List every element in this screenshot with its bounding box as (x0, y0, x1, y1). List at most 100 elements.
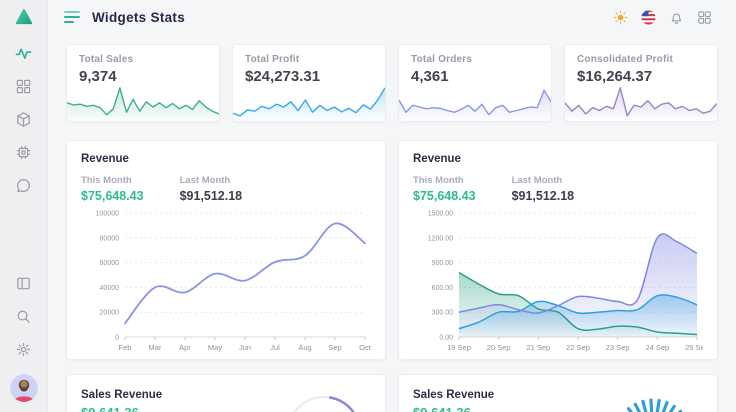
menu-toggle-button[interactable] (64, 11, 80, 23)
revenue-card-daily: Revenue This Month $75,648.43 Last Month… (398, 140, 718, 360)
stats-row: Total Sales 9,374 Total Profit $24,273.3… (66, 44, 718, 122)
package-cube-icon (17, 111, 30, 127)
sun-icon (613, 10, 627, 24)
stat-label: Total Orders (411, 54, 473, 65)
stat-value: $24,273.31 (245, 68, 321, 85)
svg-text:900.00: 900.00 (432, 260, 454, 267)
svg-text:100000: 100000 (96, 211, 119, 218)
this-month-value: $75,648.43 (413, 189, 476, 203)
consolidated-profit-sparkline (565, 83, 717, 121)
apps-grid-icon (697, 10, 711, 24)
svg-text:Mar: Mar (149, 343, 162, 352)
stat-value: 9,374 (79, 68, 117, 85)
svg-text:300.00: 300.00 (432, 310, 454, 317)
svg-text:25 Sep: 25 Sep (685, 343, 703, 352)
svg-text:21 Sep: 21 Sep (526, 343, 550, 352)
stat-label: Total Profit (245, 54, 300, 65)
sales-revenue-value: $9,641.36 (81, 405, 371, 412)
sidebar-item-activity[interactable] (15, 44, 33, 62)
svg-text:Jun: Jun (239, 343, 251, 352)
sidebar-item-chat[interactable] (15, 176, 33, 194)
svg-text:Oct: Oct (359, 343, 371, 352)
notifications-button[interactable] (668, 9, 684, 25)
revenue-row: Revenue This Month $75,648.43 Last Month… (66, 140, 718, 360)
this-month-label: This Month (81, 175, 132, 186)
card-title: Revenue (81, 153, 129, 165)
revenue-area-chart: 0.00 300.00 600.00 900.00 1200.00 1500.00 19 S… (413, 207, 703, 353)
main-area: Widgets Stats (48, 0, 736, 412)
card-title: Revenue (413, 153, 461, 165)
sidebar-item-dashboard[interactable] (15, 77, 33, 95)
sidebar-item-layout[interactable] (15, 274, 33, 292)
svg-text:Feb: Feb (119, 343, 132, 352)
gear-icon (16, 342, 31, 356)
cpu-chip-icon (16, 145, 31, 159)
svg-text:20000: 20000 (100, 310, 120, 317)
svg-text:Aug: Aug (298, 343, 311, 352)
topbar-actions (612, 9, 712, 25)
svg-text:Sep: Sep (328, 343, 341, 352)
last-month-group: Last Month $91,512.18 (180, 175, 243, 203)
svg-text:Apr: Apr (179, 343, 191, 352)
theme-toggle-button[interactable] (612, 9, 628, 25)
svg-text:0: 0 (115, 335, 119, 342)
language-selector[interactable] (640, 9, 656, 25)
svg-text:1500.00: 1500.00 (428, 211, 453, 218)
app-logo[interactable] (0, 0, 48, 34)
sales-revenue-card-left: Sales Revenue $9,641.36 (66, 374, 386, 412)
stat-card-consolidated-profit: Consolidated Profit $16,264.37 (564, 44, 718, 122)
avatar-image (9, 374, 38, 402)
revenue-values: This Month $75,648.43 Last Month $91,512… (413, 175, 703, 203)
total-orders-sparkline (399, 83, 551, 121)
last-month-label: Last Month (511, 175, 563, 186)
card-title: Sales Revenue (413, 389, 495, 401)
widgets-grid-icon (16, 79, 31, 93)
svg-text:60000: 60000 (100, 260, 120, 267)
stat-card-total-sales: Total Sales 9,374 (66, 44, 220, 122)
stat-value: $16,264.37 (577, 68, 653, 85)
donut-gauge (279, 379, 369, 412)
svg-text:23 Sep: 23 Sep (606, 343, 630, 352)
svg-text:80000: 80000 (100, 235, 120, 242)
sidebar-nav-bottom (15, 274, 33, 358)
stat-label: Consolidated Profit (577, 54, 674, 65)
total-sales-sparkline (67, 83, 219, 121)
this-month-label: This Month (413, 175, 464, 186)
last-month-value: $91,512.18 (511, 189, 575, 203)
this-month-group: This Month $75,648.43 (413, 175, 476, 203)
sidebar-item-cpu[interactable] (15, 143, 33, 161)
stat-value: 4,361 (411, 68, 449, 85)
stat-card-total-profit: Total Profit $24,273.31 (232, 44, 386, 122)
svg-text:24 Sep: 24 Sep (645, 343, 669, 352)
user-avatar[interactable] (9, 374, 38, 402)
sidebar-item-packages[interactable] (15, 110, 33, 128)
revenue-card-monthly: Revenue This Month $75,648.43 Last Month… (66, 140, 386, 360)
this-month-value: $75,648.43 (81, 189, 144, 203)
page-title: Widgets Stats (92, 9, 186, 25)
svg-text:40000: 40000 (100, 285, 120, 292)
sales-revenue-card-right: Sales Revenue $9,641.36 (398, 374, 718, 412)
stat-card-total-orders: Total Orders 4,361 (398, 44, 552, 122)
us-flag-icon (640, 9, 656, 25)
sidebar-item-search[interactable] (15, 307, 33, 325)
sidebar-item-settings[interactable] (15, 340, 33, 358)
stat-label: Total Sales (79, 54, 134, 65)
svg-text:600.00: 600.00 (432, 285, 454, 292)
activity-icon (15, 47, 32, 59)
content: Total Sales 9,374 Total Profit $24,273.3… (48, 34, 736, 412)
sidebar (0, 0, 48, 412)
apps-menu-button[interactable] (696, 9, 712, 25)
logo-triangle-icon (15, 9, 32, 25)
this-month-group: This Month $75,648.43 (81, 175, 144, 203)
bottom-row: Sales Revenue $9,641.36 Sales Revenue $9… (66, 374, 718, 412)
last-month-group: Last Month $91,512.18 (512, 175, 575, 203)
svg-text:22 Sep: 22 Sep (566, 343, 590, 352)
card-title: Sales Revenue (81, 389, 163, 401)
svg-text:0.00: 0.00 (439, 335, 453, 342)
revenue-values: This Month $75,648.43 Last Month $91,512… (81, 175, 371, 203)
svg-text:20 Sep: 20 Sep (487, 343, 511, 352)
svg-text:1200.00: 1200.00 (428, 235, 453, 242)
revenue-line-chart: 0 20000 40000 60000 80000 100000 Feb Mar Apr May J… (81, 207, 371, 353)
svg-text:Jul: Jul (270, 343, 280, 352)
